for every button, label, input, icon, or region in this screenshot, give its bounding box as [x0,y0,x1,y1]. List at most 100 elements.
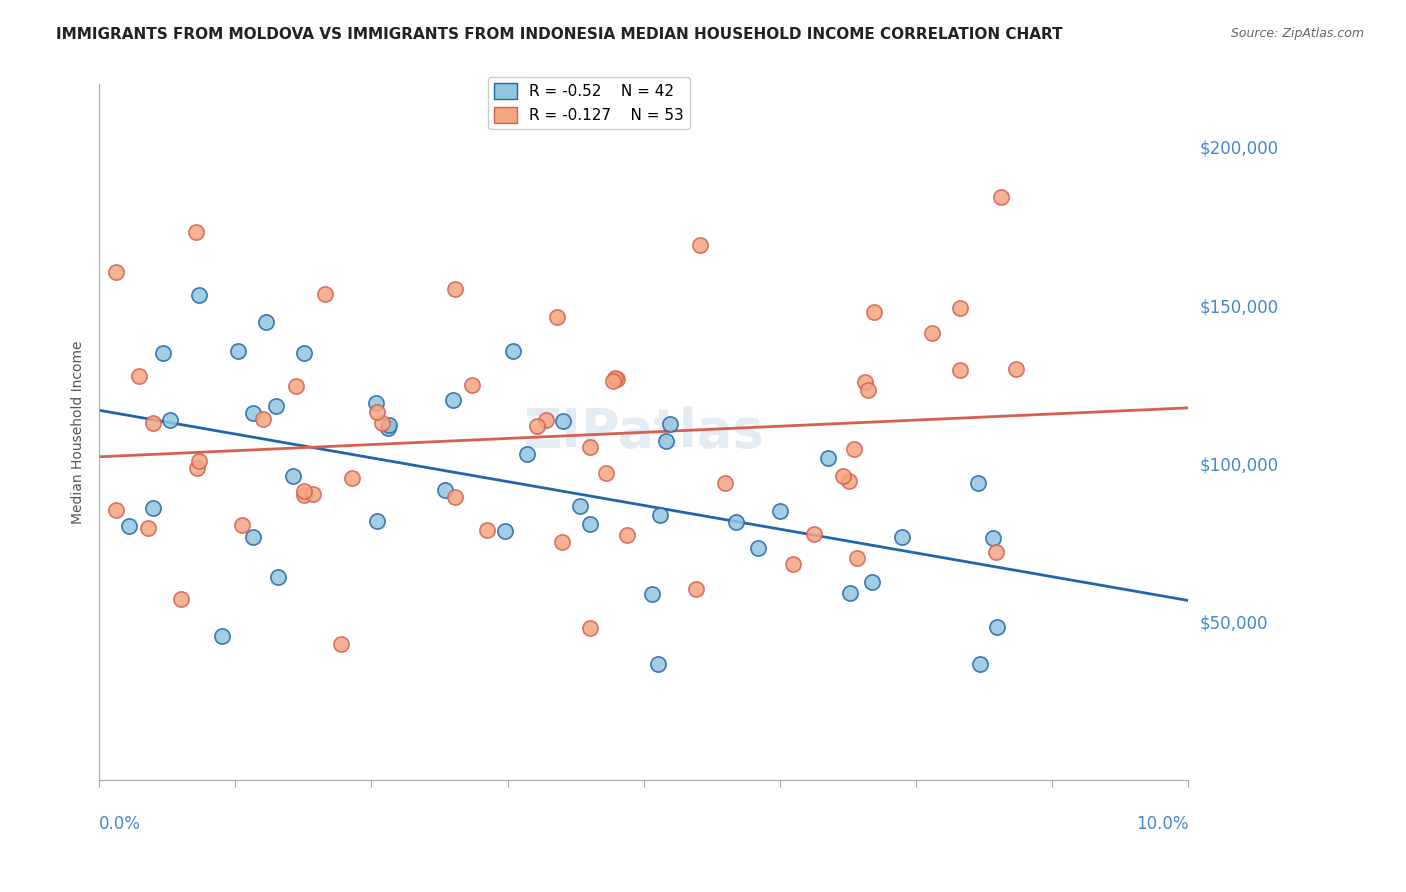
Immigrants from Indonesia [292,483,315,498]
Immigrants from Indonesia [371,416,394,430]
Immigrants from Indonesia [314,287,336,301]
Immigrants from Indonesia [461,378,484,392]
Immigrants from Indonesia [546,310,568,324]
Immigrants from Indonesia [187,454,209,468]
Immigrants from Moldova [747,541,769,555]
Immigrants from Indonesia [863,305,886,319]
Immigrants from Indonesia [689,238,711,252]
Immigrants from Indonesia [831,468,853,483]
Text: Source: ZipAtlas.com: Source: ZipAtlas.com [1230,27,1364,40]
Immigrants from Moldova [159,413,181,427]
Immigrants from Moldova [551,413,574,427]
Immigrants from Moldova [579,516,602,531]
Immigrants from Indonesia [856,383,879,397]
Immigrants from Indonesia [301,487,323,501]
Immigrants from Indonesia [366,405,388,419]
Immigrants from Indonesia [579,441,602,455]
Immigrants from Indonesia [1005,362,1028,376]
Immigrants from Indonesia [595,466,617,480]
Immigrants from Indonesia [949,301,972,315]
Immigrants from Moldova [655,434,678,448]
Immigrants from Moldova [242,530,264,544]
Immigrants from Moldova [377,418,399,433]
Immigrants from Indonesia [170,592,193,607]
Immigrants from Moldova [641,587,664,601]
Immigrants from Moldova [188,287,211,301]
Immigrants from Moldova [502,343,524,358]
Immigrants from Moldova [969,657,991,672]
Immigrants from Moldova [254,315,277,329]
Text: ZIPatlas: ZIPatlas [523,406,763,458]
Immigrants from Moldova [860,575,883,590]
Immigrants from Indonesia [605,370,627,384]
Immigrants from Moldova [211,629,233,643]
Immigrants from Moldova [967,476,990,491]
Immigrants from Moldova [441,392,464,407]
Immigrants from Moldova [769,504,792,518]
Y-axis label: Median Household Income: Median Household Income [72,340,86,524]
Immigrants from Indonesia [186,461,208,475]
Immigrants from Indonesia [551,535,574,549]
Immigrants from Indonesia [136,520,159,534]
Immigrants from Indonesia [444,282,467,296]
Immigrants from Indonesia [714,476,737,491]
Immigrants from Moldova [281,468,304,483]
Immigrants from Indonesia [606,372,628,386]
Immigrants from Moldova [267,570,290,584]
Immigrants from Indonesia [578,621,600,635]
Immigrants from Indonesia [921,326,943,341]
Immigrants from Indonesia [853,375,876,389]
Immigrants from Moldova [817,450,839,465]
Immigrants from Indonesia [842,442,865,456]
Immigrants from Moldova [724,516,747,530]
Immigrants from Moldova [242,406,264,420]
Immigrants from Moldova [141,500,163,515]
Text: 0.0%: 0.0% [100,815,141,833]
Immigrants from Indonesia [340,471,363,485]
Immigrants from Moldova [891,530,914,544]
Immigrants from Moldova [366,396,388,410]
Legend: R = -0.52    N = 42, R = -0.127    N = 53: R = -0.52 N = 42, R = -0.127 N = 53 [488,78,690,129]
Immigrants from Moldova [366,514,388,528]
Immigrants from Indonesia [782,557,804,571]
Immigrants from Indonesia [803,527,825,541]
Immigrants from Indonesia [184,225,207,239]
Immigrants from Moldova [983,531,1005,545]
Immigrants from Moldova [434,483,457,498]
Immigrants from Indonesia [444,490,467,504]
Immigrants from Indonesia [984,544,1007,558]
Immigrants from Indonesia [252,411,274,425]
Immigrants from Moldova [494,524,516,539]
Immigrants from Indonesia [526,419,548,434]
Immigrants from Indonesia [292,488,315,502]
Immigrants from Moldova [516,447,538,461]
Immigrants from Indonesia [105,265,128,279]
Immigrants from Indonesia [285,379,308,393]
Text: 10.0%: 10.0% [1136,815,1188,833]
Immigrants from Moldova [226,343,249,358]
Immigrants from Moldova [658,417,681,431]
Immigrants from Indonesia [845,550,868,565]
Immigrants from Indonesia [990,190,1012,204]
Text: IMMIGRANTS FROM MOLDOVA VS IMMIGRANTS FROM INDONESIA MEDIAN HOUSEHOLD INCOME COR: IMMIGRANTS FROM MOLDOVA VS IMMIGRANTS FR… [56,27,1063,42]
Immigrants from Indonesia [534,412,557,426]
Immigrants from Indonesia [105,503,128,517]
Immigrants from Indonesia [602,374,624,388]
Immigrants from Moldova [986,620,1008,634]
Immigrants from Moldova [838,586,860,600]
Immigrants from Moldova [118,519,141,533]
Immigrants from Indonesia [616,528,638,542]
Immigrants from Indonesia [231,518,253,533]
Immigrants from Indonesia [949,363,972,377]
Immigrants from Indonesia [330,637,353,651]
Immigrants from Indonesia [128,369,150,384]
Immigrants from Indonesia [475,523,498,537]
Immigrants from Moldova [648,508,671,522]
Immigrants from Moldova [569,499,592,513]
Immigrants from Moldova [292,346,315,360]
Immigrants from Moldova [266,399,288,413]
Immigrants from Moldova [152,345,174,359]
Immigrants from Indonesia [142,416,165,430]
Immigrants from Moldova [647,657,669,671]
Immigrants from Moldova [377,421,399,435]
